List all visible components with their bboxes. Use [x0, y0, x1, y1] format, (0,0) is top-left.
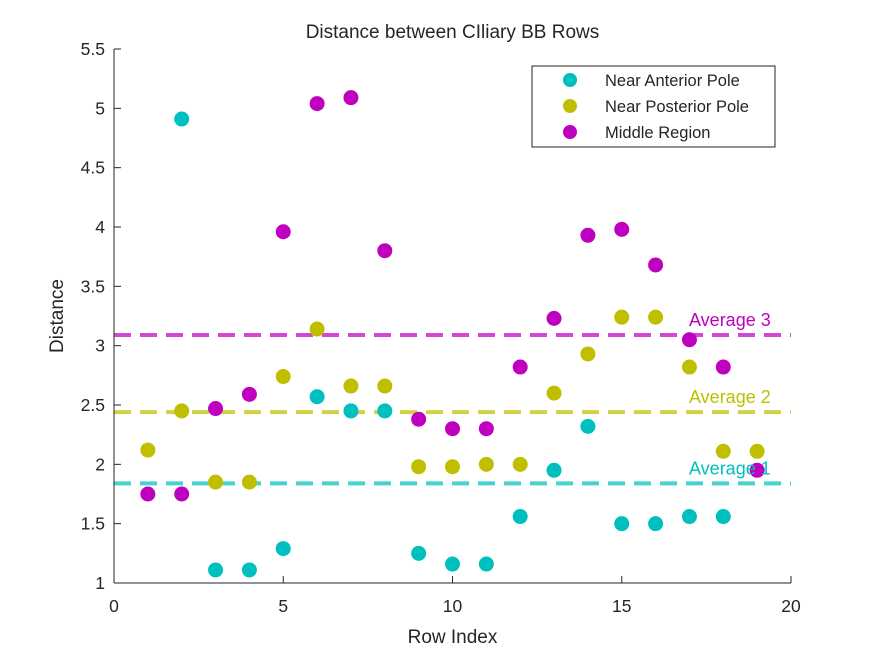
data-point [478, 556, 494, 572]
data-point [648, 309, 664, 325]
x-ticks: 0 5 10 15 20 [109, 576, 801, 616]
y-ticks: 1 1.5 2 2.5 3 3.5 4 4.5 5 5.5 [81, 39, 121, 593]
data-point [377, 403, 393, 419]
x-tick-label: 5 [278, 596, 288, 616]
y-tick-label: 1 [95, 573, 105, 593]
legend-label-anterior: Near Anterior Pole [605, 72, 740, 90]
data-points [140, 90, 765, 578]
legend-label-middle: Middle Region [605, 124, 710, 142]
y-tick-label: 4.5 [81, 158, 105, 178]
data-point [140, 486, 156, 502]
x-tick-label: 20 [781, 596, 801, 616]
data-point [174, 486, 190, 502]
y-tick-label: 1.5 [81, 514, 105, 534]
data-point [174, 111, 190, 127]
data-point [715, 509, 731, 525]
x-tick-label: 15 [612, 596, 631, 616]
data-point [241, 386, 257, 402]
y-tick-label: 3 [95, 336, 105, 356]
data-point [478, 456, 494, 472]
data-point [715, 359, 731, 375]
data-point [309, 389, 325, 405]
y-tick-label: 2 [95, 454, 105, 474]
data-point [411, 545, 427, 561]
data-point [208, 474, 224, 490]
average-label: Average 1 [689, 458, 771, 478]
data-point [715, 443, 731, 459]
data-point [309, 321, 325, 337]
data-point [377, 243, 393, 259]
data-point [546, 462, 562, 478]
reference-line-labels: Average 1 Average 2 Average 3 [689, 310, 771, 478]
data-point [614, 309, 630, 325]
data-point [275, 541, 291, 557]
data-point [343, 378, 359, 394]
data-point [241, 474, 257, 490]
data-point [445, 459, 460, 475]
data-point [275, 224, 291, 240]
data-point [580, 418, 596, 434]
data-point [140, 442, 156, 458]
legend: Near Anterior Pole Near Posterior Pole M… [531, 65, 776, 148]
data-point [681, 509, 697, 525]
data-point [208, 401, 224, 417]
data-point [377, 378, 393, 394]
data-point [445, 421, 460, 437]
y-axis-label: Distance [47, 279, 68, 353]
data-point [546, 385, 562, 401]
y-tick-label: 4 [95, 217, 105, 237]
data-point [648, 257, 664, 273]
data-point [749, 462, 765, 478]
data-point [275, 369, 291, 385]
y-tick-label: 2.5 [81, 395, 105, 415]
x-tick-label: 0 [109, 596, 119, 616]
data-point [512, 456, 528, 472]
legend-marker-middle [563, 125, 577, 139]
data-point [411, 411, 427, 427]
chart-title: Distance between CIliary BB Rows [306, 22, 600, 43]
data-point [411, 459, 427, 475]
legend-label-posterior: Near Posterior Pole [605, 98, 749, 116]
data-point [614, 221, 630, 237]
data-point [614, 516, 630, 532]
data-point [445, 556, 460, 572]
y-tick-label: 5.5 [81, 39, 105, 59]
reference-lines [114, 332, 791, 486]
x-axis-label: Row Index [408, 627, 498, 648]
data-point [343, 90, 359, 106]
legend-marker-posterior [563, 99, 577, 113]
data-point [343, 403, 359, 419]
data-point [478, 421, 494, 437]
data-point [512, 509, 528, 525]
data-point [174, 403, 190, 419]
data-point [208, 562, 224, 578]
average-label: Average 2 [689, 387, 771, 407]
data-point [309, 96, 325, 112]
data-point [749, 443, 765, 459]
data-point [681, 332, 697, 348]
data-point [241, 562, 257, 578]
data-point [580, 346, 596, 362]
y-tick-label: 3.5 [81, 276, 105, 296]
data-point [546, 310, 562, 326]
y-tick-label: 5 [95, 98, 105, 118]
data-point [648, 516, 664, 532]
x-tick-label: 10 [443, 596, 463, 616]
data-point [512, 359, 528, 375]
data-point [681, 359, 697, 375]
data-point [580, 227, 596, 243]
legend-marker-anterior [563, 73, 577, 87]
average-label: Average 3 [689, 310, 771, 330]
